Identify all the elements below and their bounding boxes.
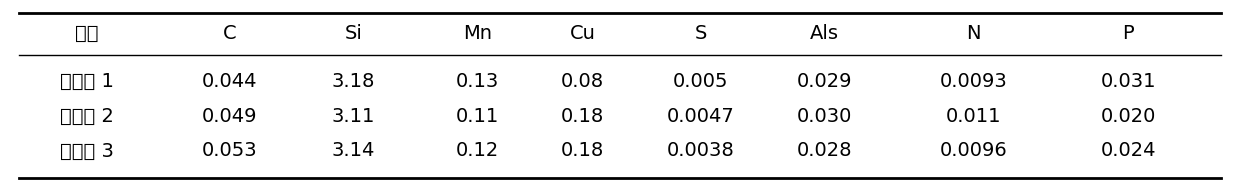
Text: 实施例 1: 实施例 1 — [60, 72, 114, 91]
Text: 0.011: 0.011 — [946, 107, 1001, 126]
Text: S: S — [694, 24, 707, 43]
Text: 0.18: 0.18 — [562, 107, 604, 126]
Text: 0.0096: 0.0096 — [940, 141, 1007, 160]
Text: 0.18: 0.18 — [562, 141, 604, 160]
Text: 0.0038: 0.0038 — [667, 141, 734, 160]
Text: Cu: Cu — [570, 24, 595, 43]
Text: 3.14: 3.14 — [332, 141, 374, 160]
Text: 0.005: 0.005 — [673, 72, 728, 91]
Text: 3.18: 3.18 — [332, 72, 374, 91]
Text: 0.11: 0.11 — [456, 107, 498, 126]
Text: 0.028: 0.028 — [797, 141, 852, 160]
Text: 0.044: 0.044 — [202, 72, 257, 91]
Text: 实施例 3: 实施例 3 — [60, 141, 114, 160]
Text: 编号: 编号 — [76, 24, 98, 43]
Text: 0.030: 0.030 — [797, 107, 852, 126]
Text: 0.031: 0.031 — [1101, 72, 1156, 91]
Text: Si: Si — [345, 24, 362, 43]
Text: 0.053: 0.053 — [202, 141, 257, 160]
Text: N: N — [966, 24, 981, 43]
Text: 0.029: 0.029 — [797, 72, 852, 91]
Text: P: P — [1122, 24, 1135, 43]
Text: 实施例 2: 实施例 2 — [60, 107, 114, 126]
Text: 0.049: 0.049 — [202, 107, 257, 126]
Text: Mn: Mn — [463, 24, 492, 43]
Text: 0.0093: 0.0093 — [940, 72, 1007, 91]
Text: 0.024: 0.024 — [1101, 141, 1156, 160]
Text: 3.11: 3.11 — [332, 107, 374, 126]
Text: 0.12: 0.12 — [456, 141, 498, 160]
Text: 0.08: 0.08 — [562, 72, 604, 91]
Text: 0.0047: 0.0047 — [667, 107, 734, 126]
Text: 0.020: 0.020 — [1101, 107, 1156, 126]
Text: 0.13: 0.13 — [456, 72, 498, 91]
Text: Als: Als — [810, 24, 839, 43]
Text: C: C — [223, 24, 236, 43]
